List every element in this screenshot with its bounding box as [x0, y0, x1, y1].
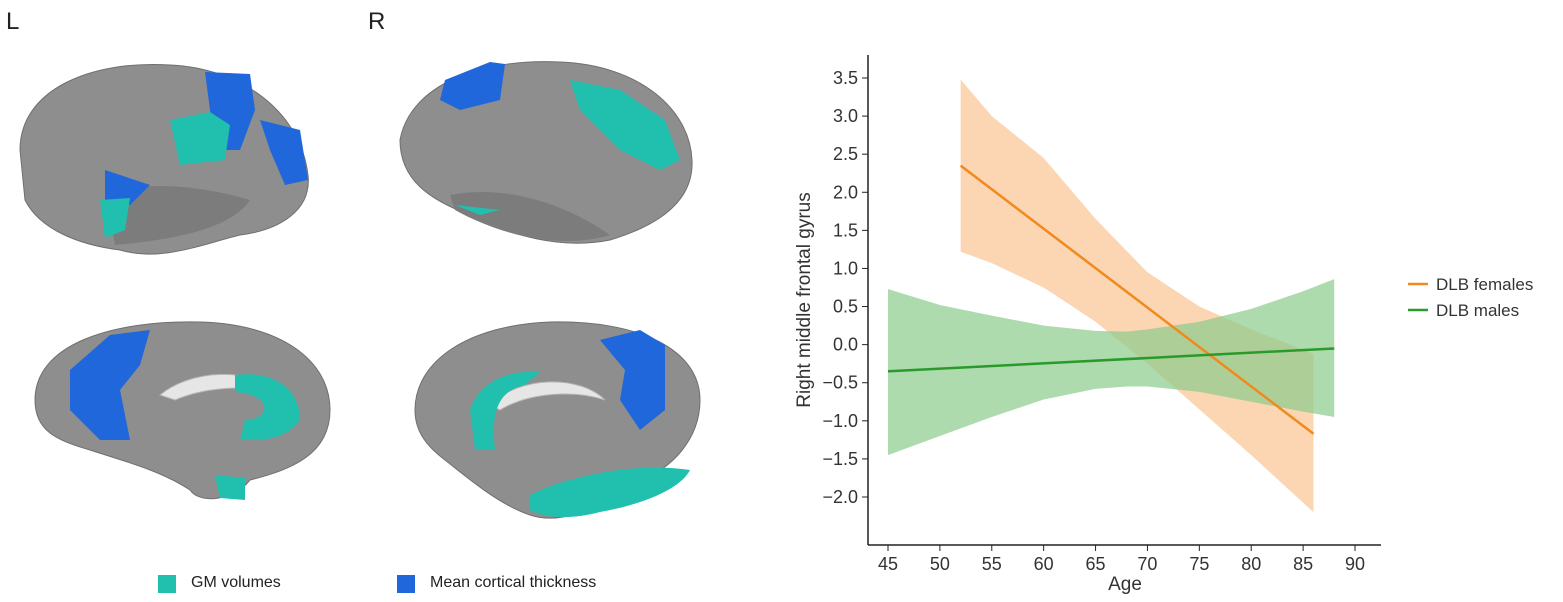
y-tick-label: −2.0	[822, 487, 858, 507]
line-series-0	[959, 164, 1315, 435]
region-gm	[570, 80, 680, 170]
y-tick-label: −0.5	[822, 373, 858, 393]
legend-label-gm-volumes: GM volumes	[191, 574, 281, 591]
legend-swatch-cortical-thickness	[397, 575, 415, 593]
y-tick-label: 2.0	[833, 182, 858, 202]
region-thickness	[440, 62, 505, 110]
y-tick-label: 0.5	[833, 297, 858, 317]
region-gm	[100, 198, 130, 238]
region-gm	[235, 374, 300, 440]
brain-right-lateral	[399, 61, 693, 244]
line-series-1	[887, 347, 1335, 373]
x-tick-label: 75	[1189, 554, 1209, 574]
x-tick-label: 90	[1345, 554, 1365, 574]
x-tick-label: 60	[1034, 554, 1054, 574]
x-tick-label: 55	[982, 554, 1002, 574]
x-tick-label: 80	[1241, 554, 1261, 574]
legend-label-series-1: DLB males	[1436, 301, 1519, 320]
region-gm	[530, 467, 690, 518]
x-tick-label: 65	[1086, 554, 1106, 574]
x-tick-label: 50	[930, 554, 950, 574]
x-tick-label: 85	[1293, 554, 1313, 574]
brain-left-lateral	[19, 63, 309, 255]
y-axis-label: Right middle frontal gyrus	[794, 192, 815, 407]
region-gm	[470, 371, 540, 450]
brain-left-medial	[34, 321, 331, 500]
panel-label-left: L	[6, 8, 20, 35]
x-axis-label: Age	[1108, 574, 1142, 595]
legend-swatch-gm-volumes	[158, 575, 176, 593]
legend-label-series-0: DLB females	[1436, 275, 1533, 294]
y-tick-label: 3.5	[833, 68, 858, 88]
panel-label-right: R	[368, 8, 386, 35]
y-tick-label: −1.5	[822, 449, 858, 469]
ci-band-series-0	[960, 79, 1314, 513]
legend-label-cortical-thickness: Mean cortical thickness	[430, 574, 597, 591]
brain-renderings	[19, 61, 701, 519]
region-thickness	[70, 330, 150, 440]
region-gm	[455, 205, 500, 215]
region-thickness	[260, 120, 308, 185]
y-tick-label: 0.0	[833, 335, 858, 355]
region-gm	[215, 475, 245, 500]
x-tick-label: 70	[1137, 554, 1157, 574]
y-tick-label: 3.0	[833, 106, 858, 126]
y-tick-label: 2.5	[833, 144, 858, 164]
y-tick-label: 1.5	[833, 220, 858, 240]
y-tick-label: 1.0	[833, 258, 858, 278]
ci-band-series-1	[888, 279, 1335, 456]
region-thickness	[600, 330, 665, 430]
region-gm	[170, 112, 230, 165]
y-tick-label: −1.0	[822, 411, 858, 431]
x-tick-label: 45	[878, 554, 898, 574]
region-thickness	[105, 170, 150, 205]
brain-right-medial	[414, 321, 701, 519]
